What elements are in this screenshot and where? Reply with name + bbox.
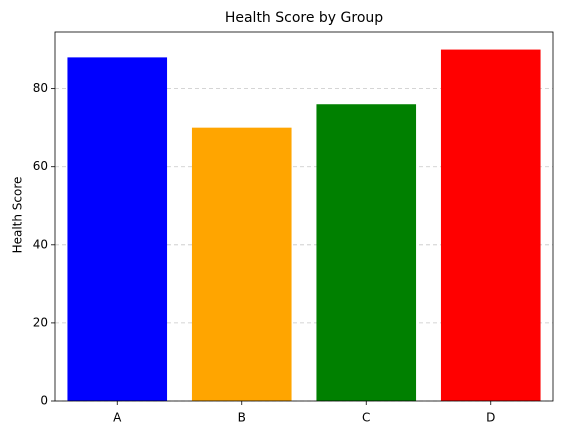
x-tick-label: A (113, 411, 122, 425)
y-axis-label: Health Score (11, 177, 25, 254)
y-tick-label: 60 (33, 159, 48, 173)
x-tick-label: D (486, 411, 495, 425)
bar (67, 57, 168, 401)
y-tick-label: 0 (40, 394, 48, 408)
plot-frame (54, 31, 554, 402)
y-tick-label: 40 (33, 237, 48, 251)
bar (440, 49, 541, 401)
bar (316, 104, 417, 401)
y-tick-label: 20 (33, 315, 48, 329)
x-tick-label: C (362, 411, 370, 425)
x-tick-label: B (238, 411, 246, 425)
bar (191, 127, 292, 402)
chart-title: Health Score by Group (225, 10, 383, 26)
y-tick-label: 80 (33, 81, 48, 95)
